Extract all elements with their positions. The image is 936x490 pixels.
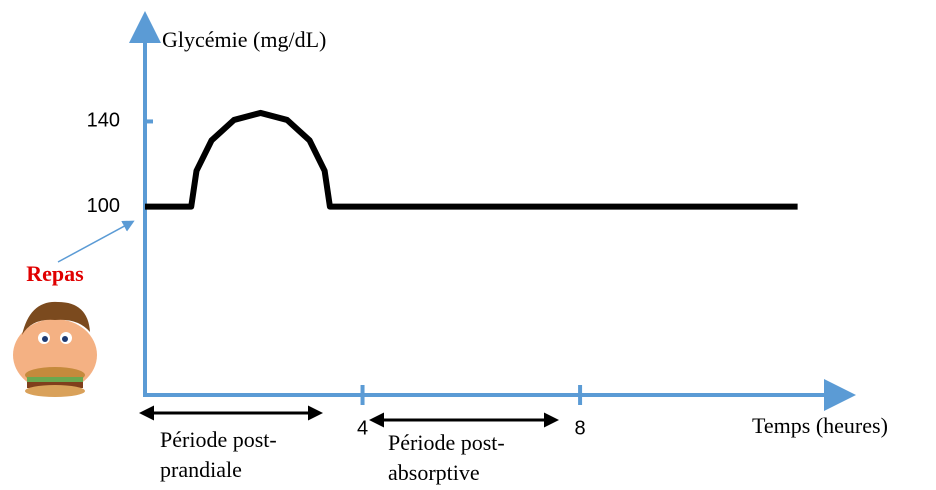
annotation-text: Période post- [160, 427, 277, 452]
boy-icon [13, 301, 97, 397]
x-tick-label: 8 [575, 417, 586, 439]
y-tick-label: 100 [87, 195, 120, 217]
data-line [145, 109, 798, 210]
x-axis-label: Temps (heures) [752, 413, 888, 438]
annotation-text: Période post- [388, 430, 505, 455]
y-tick-label: 140 [87, 110, 120, 132]
annotation-text: prandiale [160, 457, 242, 482]
x-tick-label: 4 [357, 417, 368, 439]
annotation-text: absorptive [388, 460, 480, 485]
meal-arrow [57, 220, 135, 263]
meal-label: Repas [26, 261, 84, 286]
y-axis-label: Glycémie (mg/dL) [162, 27, 326, 52]
